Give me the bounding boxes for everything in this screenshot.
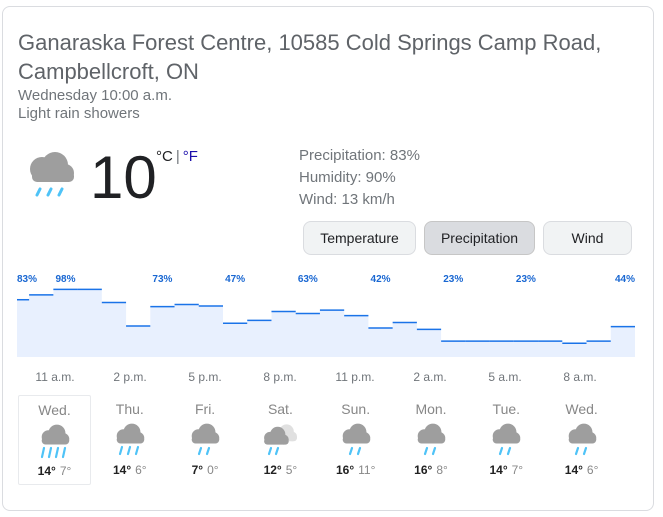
current-datetime: Wednesday 10:00 a.m. [18, 87, 172, 104]
high-temp: 14° [489, 463, 508, 477]
precipitation-chart: 83% 98% 73% 47% 63% 42% 23% 23% 44% [17, 274, 635, 357]
celsius-unit[interactable]: °C [156, 148, 173, 165]
precipitation-area [17, 289, 635, 357]
x-tick-label: 11 p.m. [335, 370, 375, 384]
x-tick-label: 2 p.m. [113, 370, 147, 384]
forecast-day[interactable]: Wed. 14° 6° [545, 395, 618, 485]
precipitation-label: 83% [17, 274, 37, 285]
tab-precipitation[interactable]: Precipitation [424, 221, 535, 255]
rain-cloud-icon [30, 152, 74, 197]
tab-wind[interactable]: Wind [543, 221, 632, 255]
high-temp: 14° [564, 463, 583, 477]
high-temp: 16° [414, 463, 433, 477]
low-temp: 8° [436, 463, 448, 477]
humidity-detail: Humidity: 90% [299, 169, 396, 186]
day-name: Thu. [115, 401, 144, 417]
precipitation-label: 44% [615, 274, 635, 285]
high-temp: 14° [37, 464, 56, 478]
low-temp: 7° [511, 463, 524, 477]
day-temperatures: 16° 8° [395, 463, 468, 477]
x-tick-label: 8 a.m. [563, 370, 597, 384]
day-temperatures: 14° 6° [545, 463, 618, 477]
day-name: Tue. [492, 401, 521, 417]
day-temperatures: 14° 7° [470, 463, 543, 477]
rain-icon [116, 423, 145, 456]
chart-x-axis: 11 a.m. 2 p.m. 5 p.m. 8 p.m. 11 p.m. 2 a.m. 5 … [0, 370, 663, 386]
forecast-day[interactable]: Mon. 16° 8° [395, 395, 468, 485]
fahrenheit-unit[interactable]: °F [182, 148, 198, 165]
day-temperatures: 14° 6° [93, 463, 166, 477]
day-temperatures: 7° 0° [169, 463, 242, 477]
partly-cloudy-rain-icon [264, 424, 298, 456]
day-temperatures: 16° 11° [319, 463, 392, 477]
high-temp: 12° [263, 463, 282, 477]
forecast-day[interactable]: Wed. 14° 7° [18, 395, 91, 485]
high-temp: 16° [335, 463, 355, 477]
day-name: Wed. [565, 401, 598, 417]
low-temp: 6° [586, 463, 599, 477]
showers-icon [417, 423, 446, 456]
day-name: Mon. [415, 401, 447, 417]
day-name: Sat. [267, 401, 293, 417]
current-temperature: 10 [90, 144, 157, 211]
showers-icon [191, 423, 220, 456]
forecast-day[interactable]: Tue. 14° 7° [470, 395, 543, 485]
x-tick-label: 8 p.m. [263, 370, 297, 384]
day-temperatures: 14° 7° [19, 464, 90, 478]
weather-card [2, 6, 654, 511]
low-temp: 6° [135, 463, 147, 477]
showers-icon [342, 423, 370, 456]
low-temp: 0° [207, 463, 219, 477]
x-tick-label: 5 a.m. [488, 370, 522, 384]
x-tick-label: 11 a.m. [35, 370, 75, 384]
precipitation-label: 23% [443, 274, 463, 285]
current-condition: Light rain showers [18, 105, 140, 122]
forecast-day[interactable]: Fri. 7° 0° [169, 395, 242, 485]
heavy-rain-icon [40, 424, 69, 459]
x-tick-label: 5 p.m. [188, 370, 222, 384]
precipitation-detail: Precipitation: 83% [299, 147, 420, 164]
high-temp: 7° [191, 463, 204, 477]
weather-details: Precipitation: 83% Humidity: 90% Wind: 1… [299, 145, 420, 211]
precipitation-label: 23% [516, 274, 536, 285]
high-temp: 14° [112, 463, 132, 477]
day-name: Wed. [38, 402, 71, 418]
tab-temperature[interactable]: Temperature [303, 221, 416, 255]
forecast-day[interactable]: Sun. 16° 11° [319, 395, 392, 485]
day-temperatures: 12° 5° [244, 463, 317, 477]
low-temp: 11° [358, 463, 376, 477]
x-tick-label: 2 a.m. [413, 370, 447, 384]
precipitation-label: 47% [225, 274, 245, 285]
precipitation-label: 73% [152, 274, 172, 285]
low-temp: 5° [285, 463, 298, 477]
day-name: Sun. [341, 401, 371, 417]
precipitation-label: 98% [55, 274, 75, 285]
location-title: Ganaraska Forest Centre, 10585 Cold Spri… [18, 30, 602, 84]
wind-detail: Wind: 13 km/h [299, 191, 395, 208]
showers-icon [492, 423, 521, 456]
precipitation-label: 63% [298, 274, 318, 285]
daily-forecast: Wed. 14° 7° Thu. 14° 6° Fri. 7° 0° Sat. 12° 5° Sun. 1… [18, 395, 638, 485]
unit-toggle: °C | °F [156, 148, 198, 165]
low-temp: 7° [59, 464, 72, 478]
forecast-day[interactable]: Thu. 14° 6° [93, 395, 166, 485]
day-name: Fri. [194, 401, 216, 417]
precipitation-label: 42% [371, 274, 391, 285]
forecast-day[interactable]: Sat. 12° 5° [244, 395, 317, 485]
unit-separator: | [175, 148, 180, 165]
showers-icon [568, 423, 596, 456]
